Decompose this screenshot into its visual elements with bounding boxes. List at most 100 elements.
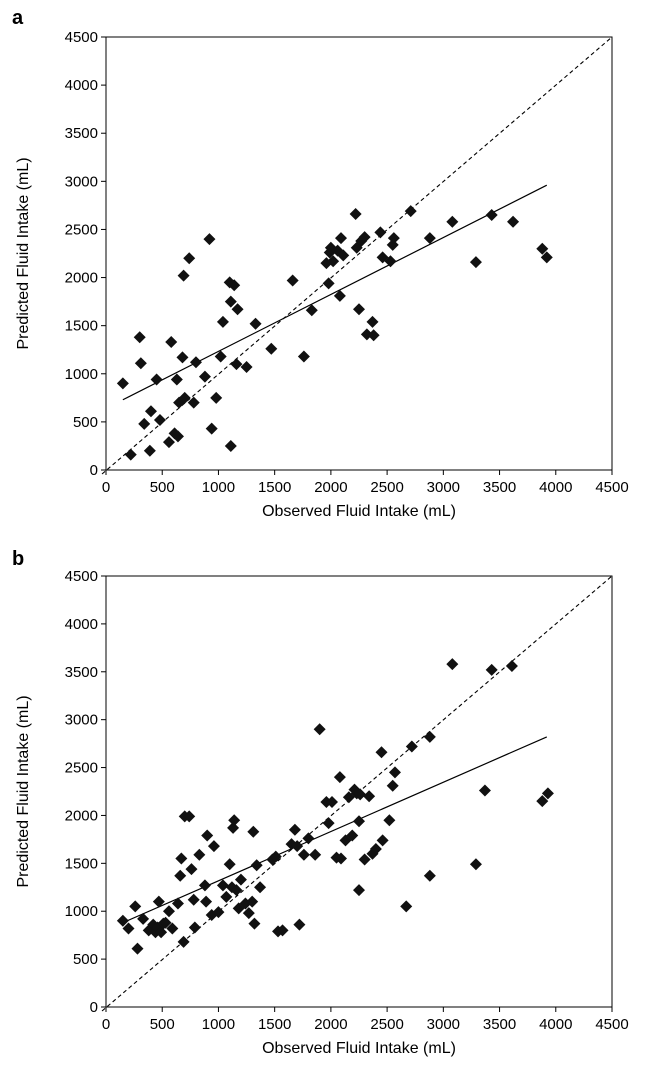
data-point — [446, 658, 459, 671]
data-point — [162, 905, 175, 918]
y-tick-label: 2500 — [65, 760, 98, 777]
y-tick-label: 2000 — [65, 270, 98, 287]
data-point — [400, 900, 413, 913]
data-point — [423, 730, 436, 743]
x-axis-title: Observed Fluid Intake (mL) — [262, 1040, 456, 1057]
plot-frame — [105, 36, 613, 471]
data-point — [333, 289, 346, 302]
x-tick-label: 0 — [102, 1016, 110, 1033]
data-point — [231, 303, 244, 316]
data-point — [331, 244, 344, 257]
data-point — [291, 840, 304, 853]
data-point — [354, 788, 367, 801]
data-point — [228, 814, 241, 827]
data-point — [134, 357, 147, 370]
data-point — [536, 242, 549, 255]
data-point — [374, 226, 387, 239]
x-tick-label: 1000 — [202, 479, 235, 496]
x-tick-label: 4500 — [595, 1016, 628, 1033]
data-point — [333, 771, 346, 784]
x-tick-label: 0 — [102, 479, 110, 496]
y-tick-label: 3000 — [65, 173, 98, 190]
data-point — [143, 444, 156, 457]
chart-panel-a: a 0 500 1000 1500 2000 2500 3000 3500 4000 4500 0 50… — [12, 7, 629, 520]
data-point — [178, 391, 191, 404]
data-point — [138, 417, 151, 430]
data-point — [210, 391, 223, 404]
data-point — [423, 232, 436, 245]
data-point — [214, 350, 227, 363]
x-tick-label: 2500 — [370, 1016, 403, 1033]
y-tick-label: 3000 — [65, 712, 98, 729]
data-point — [198, 879, 211, 892]
y-tick-label: 1000 — [65, 903, 98, 920]
data-point — [337, 249, 350, 262]
data-point — [309, 848, 322, 861]
data-point — [230, 358, 243, 371]
y-tick-label: 4000 — [65, 616, 98, 633]
x-tick-label: 1500 — [258, 479, 291, 496]
data-point — [485, 209, 498, 222]
y-axis-title: Predicted Fluid Intake (mL) — [15, 157, 32, 349]
y-tick-label: 500 — [73, 951, 98, 968]
chart-panel-b: b 0 500 1000 1500 2000 2500 3000 3500 4000 4500 0 50… — [12, 548, 629, 1057]
data-point — [288, 823, 301, 836]
x-tick-label: 3500 — [483, 1016, 516, 1033]
x-tick-label: 3000 — [427, 1016, 460, 1033]
data-point — [293, 918, 306, 931]
x-tick-label: 4000 — [539, 479, 572, 496]
data-point — [171, 897, 184, 910]
data-point — [335, 232, 348, 245]
data-point — [363, 790, 376, 803]
data-point — [150, 373, 163, 386]
data-point — [144, 405, 157, 418]
data-point — [137, 912, 150, 925]
data-point — [240, 361, 253, 374]
data-point — [369, 842, 382, 855]
data-point — [302, 832, 315, 845]
data-point — [269, 850, 282, 863]
x-tick-label: 3500 — [483, 479, 516, 496]
data-point — [376, 834, 389, 847]
data-point — [469, 256, 482, 269]
y-tick-label: 0 — [90, 999, 98, 1016]
data-point — [187, 396, 200, 409]
data-point — [249, 317, 262, 330]
data-point — [188, 921, 201, 934]
data-point — [276, 924, 289, 937]
data-point — [122, 922, 135, 935]
y-tick-label: 4000 — [65, 77, 98, 94]
data-point — [250, 859, 263, 872]
data-point — [224, 439, 237, 452]
data-point — [171, 430, 184, 443]
x-tick-label: 500 — [150, 479, 175, 496]
regression-line — [122, 736, 548, 924]
data-point — [174, 869, 187, 882]
data-point — [536, 795, 549, 808]
data-point — [248, 917, 261, 930]
data-point — [366, 315, 379, 328]
identity-line — [101, 36, 613, 475]
data-point — [326, 796, 339, 809]
data-point — [198, 370, 211, 383]
data-point — [153, 413, 166, 426]
data-point — [327, 255, 340, 268]
x-tick-label: 500 — [150, 1016, 175, 1033]
data-point — [212, 906, 225, 919]
y-tick-label: 500 — [73, 414, 98, 431]
data-point — [405, 740, 418, 753]
y-tick-label: 1500 — [65, 318, 98, 335]
data-point — [207, 840, 220, 853]
data-point — [335, 852, 348, 865]
data-point — [375, 746, 388, 759]
data-point — [246, 895, 259, 908]
data-point — [176, 351, 189, 364]
data-point — [313, 723, 326, 736]
data-point — [165, 336, 178, 349]
data-point — [116, 914, 129, 927]
panel-label: a — [12, 7, 24, 29]
data-point — [247, 825, 260, 838]
data-point — [155, 926, 168, 939]
y-tick-label: 2500 — [65, 221, 98, 238]
